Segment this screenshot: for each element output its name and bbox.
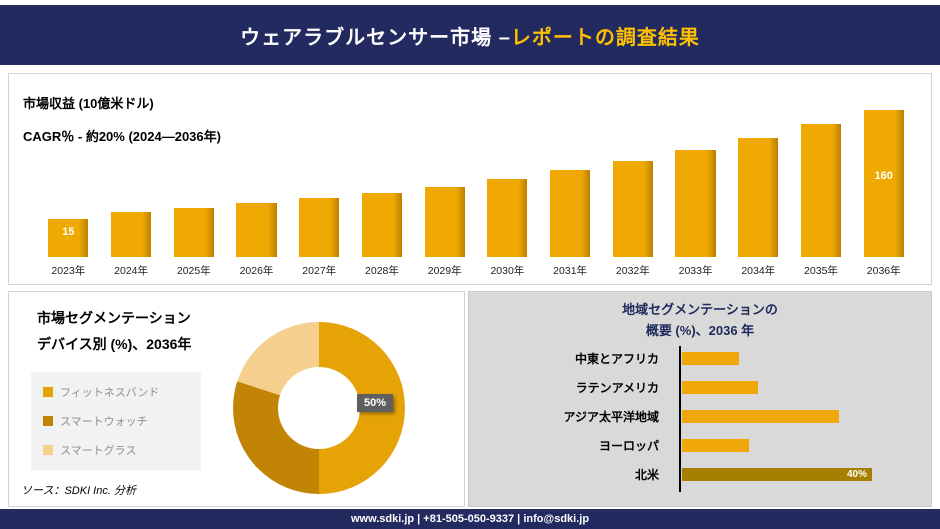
region-row: 中東とアフリカ bbox=[469, 344, 921, 373]
revenue-bar bbox=[612, 161, 653, 257]
x-axis-tick-label: 2031年 bbox=[553, 265, 588, 277]
region-category-label: ラテンアメリカ bbox=[575, 381, 659, 395]
page-title-main: ウェアラブルセンサー市場 – bbox=[240, 26, 511, 49]
footer-banner: www.sdki.jp | +81-505-050-9337 | info@sd… bbox=[0, 509, 940, 529]
region-bar-value-label: 40% bbox=[846, 469, 867, 480]
device-chart-subtitle: デバイス別 (%)、2036年 bbox=[37, 336, 192, 352]
region-category-label: アジア太平洋地域 bbox=[563, 410, 659, 424]
x-axis-tick-label: 2027年 bbox=[302, 265, 337, 277]
x-axis-tick-label: 2036年 bbox=[866, 265, 901, 277]
revenue-bar-column: 2030年 bbox=[476, 179, 539, 278]
revenue-bar bbox=[738, 138, 779, 257]
revenue-bar bbox=[675, 150, 716, 257]
legend-swatch bbox=[43, 445, 53, 455]
region-bar bbox=[682, 439, 749, 452]
region-bar bbox=[682, 381, 758, 394]
revenue-bar: 160 bbox=[863, 110, 904, 257]
revenue-bar bbox=[361, 193, 403, 257]
region-row: アジア太平洋地域 bbox=[469, 402, 921, 431]
revenue-bar-column: 2029年 bbox=[413, 187, 476, 278]
header-banner: ウェアラブルセンサー市場 –レポートの調査結果 bbox=[0, 5, 940, 65]
region-category-label: 北米 bbox=[634, 468, 659, 482]
legend-item: スマートウォッチ bbox=[43, 413, 189, 429]
region-chart-title-line2: 概要 (%)、2036 年 bbox=[645, 322, 755, 338]
x-axis-tick-label: 2034年 bbox=[741, 265, 776, 277]
legend-label: スマートウォッチ bbox=[60, 416, 148, 428]
revenue-bar bbox=[550, 170, 591, 257]
revenue-bar-column: 2031年 bbox=[539, 170, 602, 278]
revenue-bar-column: 2028年 bbox=[351, 193, 414, 278]
bar-value-label: 15 bbox=[62, 226, 75, 238]
region-rows: 中東とアフリカ ラテンアメリカアジア太平洋地域ヨーロッパ北米 40% bbox=[469, 344, 921, 489]
region-chart-title: 地域セグメンテーションの 概要 (%)、2036 年 bbox=[469, 300, 931, 342]
legend-item: フィットネスバンド bbox=[43, 384, 189, 400]
x-axis-tick-label: 2028年 bbox=[365, 265, 399, 277]
revenue-bar bbox=[111, 212, 152, 257]
revenue-bar-column: 2025年 bbox=[162, 208, 225, 278]
x-axis-tick-label: 2029年 bbox=[427, 265, 462, 277]
revenue-chart-subtitle: CAGR％ - 約20% (2024―2036年) bbox=[23, 128, 221, 144]
x-axis-tick-label: 2032年 bbox=[615, 265, 650, 277]
donut-value-label: 50% bbox=[357, 394, 394, 412]
region-row: ラテンアメリカ bbox=[469, 373, 921, 402]
x-axis-tick-label: 2024年 bbox=[114, 265, 148, 277]
revenue-bar-column: 2033年 bbox=[664, 150, 727, 278]
device-segmentation-panel: 市場セグメンテーション デバイス別 (%)、2036年 フィットネスバンド スマー… bbox=[8, 291, 465, 507]
bar-value-label: 160 bbox=[874, 170, 893, 182]
revenue-bar bbox=[236, 203, 277, 257]
revenue-bar bbox=[173, 208, 214, 257]
revenue-bar: 15 bbox=[48, 219, 89, 257]
region-bar bbox=[682, 352, 739, 365]
donut-hole bbox=[278, 367, 360, 449]
region-row: 北米 40% bbox=[469, 460, 921, 489]
legend-swatch bbox=[43, 387, 53, 397]
legend-swatch bbox=[43, 416, 53, 426]
revenue-bar-column: 2034年 bbox=[727, 138, 790, 278]
page-title-accent: レポートの調査結果 bbox=[510, 26, 700, 49]
device-chart-title: 市場セグメンテーション bbox=[37, 310, 191, 326]
device-legend: フィットネスバンド スマートウォッチ スマートグラス bbox=[31, 372, 201, 470]
revenue-bar-column: 2032年 bbox=[601, 161, 664, 278]
footer-contact-text: www.sdki.jp | +81-505-050-9337 | info@sd… bbox=[350, 513, 590, 525]
revenue-bar bbox=[487, 179, 528, 257]
revenue-bar-column: 2035年 bbox=[790, 124, 853, 278]
region-segmentation-panel: 地域セグメンテーションの 概要 (%)、2036 年 中東とアフリカ ラテンアメリ… bbox=[468, 291, 932, 507]
region-bar: 40% bbox=[682, 468, 872, 481]
x-axis-tick-label: 2033年 bbox=[678, 265, 713, 277]
legend-label: スマートグラス bbox=[60, 445, 137, 457]
region-axis-line bbox=[679, 346, 681, 492]
revenue-bar-column: 160 2036年 bbox=[852, 110, 915, 278]
legend-label: フィットネスバンド bbox=[60, 387, 160, 399]
region-bar bbox=[682, 410, 839, 423]
revenue-bar-column: 2024年 bbox=[100, 212, 163, 278]
region-row: ヨーロッパ bbox=[469, 431, 921, 460]
revenue-chart-panel: 市場収益 (10億米ドル) CAGR％ - 約20% (2024―2036年) … bbox=[8, 73, 932, 285]
revenue-bar-column: 2027年 bbox=[288, 198, 351, 278]
revenue-bar-column: 15 2023年 bbox=[37, 219, 100, 278]
region-chart-title-line1: 地域セグメンテーションの bbox=[622, 302, 778, 317]
x-axis-tick-label: 2025年 bbox=[176, 265, 211, 277]
revenue-bar bbox=[299, 198, 340, 257]
revenue-chart-title: 市場収益 (10億米ドル) bbox=[23, 96, 154, 111]
x-axis-tick-label: 2026年 bbox=[239, 265, 274, 277]
source-note: ソース：SDKI Inc. 分析 bbox=[21, 485, 136, 497]
page-title: ウェアラブルセンサー市場 –レポートの調査結果 bbox=[240, 21, 700, 50]
x-axis-tick-label: 2030年 bbox=[490, 265, 525, 277]
legend-item: スマートグラス bbox=[43, 442, 189, 458]
revenue-bar-column: 2026年 bbox=[225, 203, 288, 278]
region-category-label: ヨーロッパ bbox=[598, 439, 659, 453]
x-axis-tick-label: 2023年 bbox=[51, 265, 86, 277]
revenue-bar bbox=[424, 187, 465, 257]
revenue-bars: 15 2023年 2024年 2025年 2026年 2027年 2028年 2029年 203… bbox=[37, 110, 915, 278]
revenue-chart-header: 市場収益 (10億米ドル) CAGR％ - 約20% (2024―2036年) bbox=[23, 88, 221, 153]
region-category-label: 中東とアフリカ bbox=[574, 352, 659, 366]
revenue-bar bbox=[800, 124, 842, 257]
x-axis-tick-label: 2035年 bbox=[804, 265, 838, 277]
